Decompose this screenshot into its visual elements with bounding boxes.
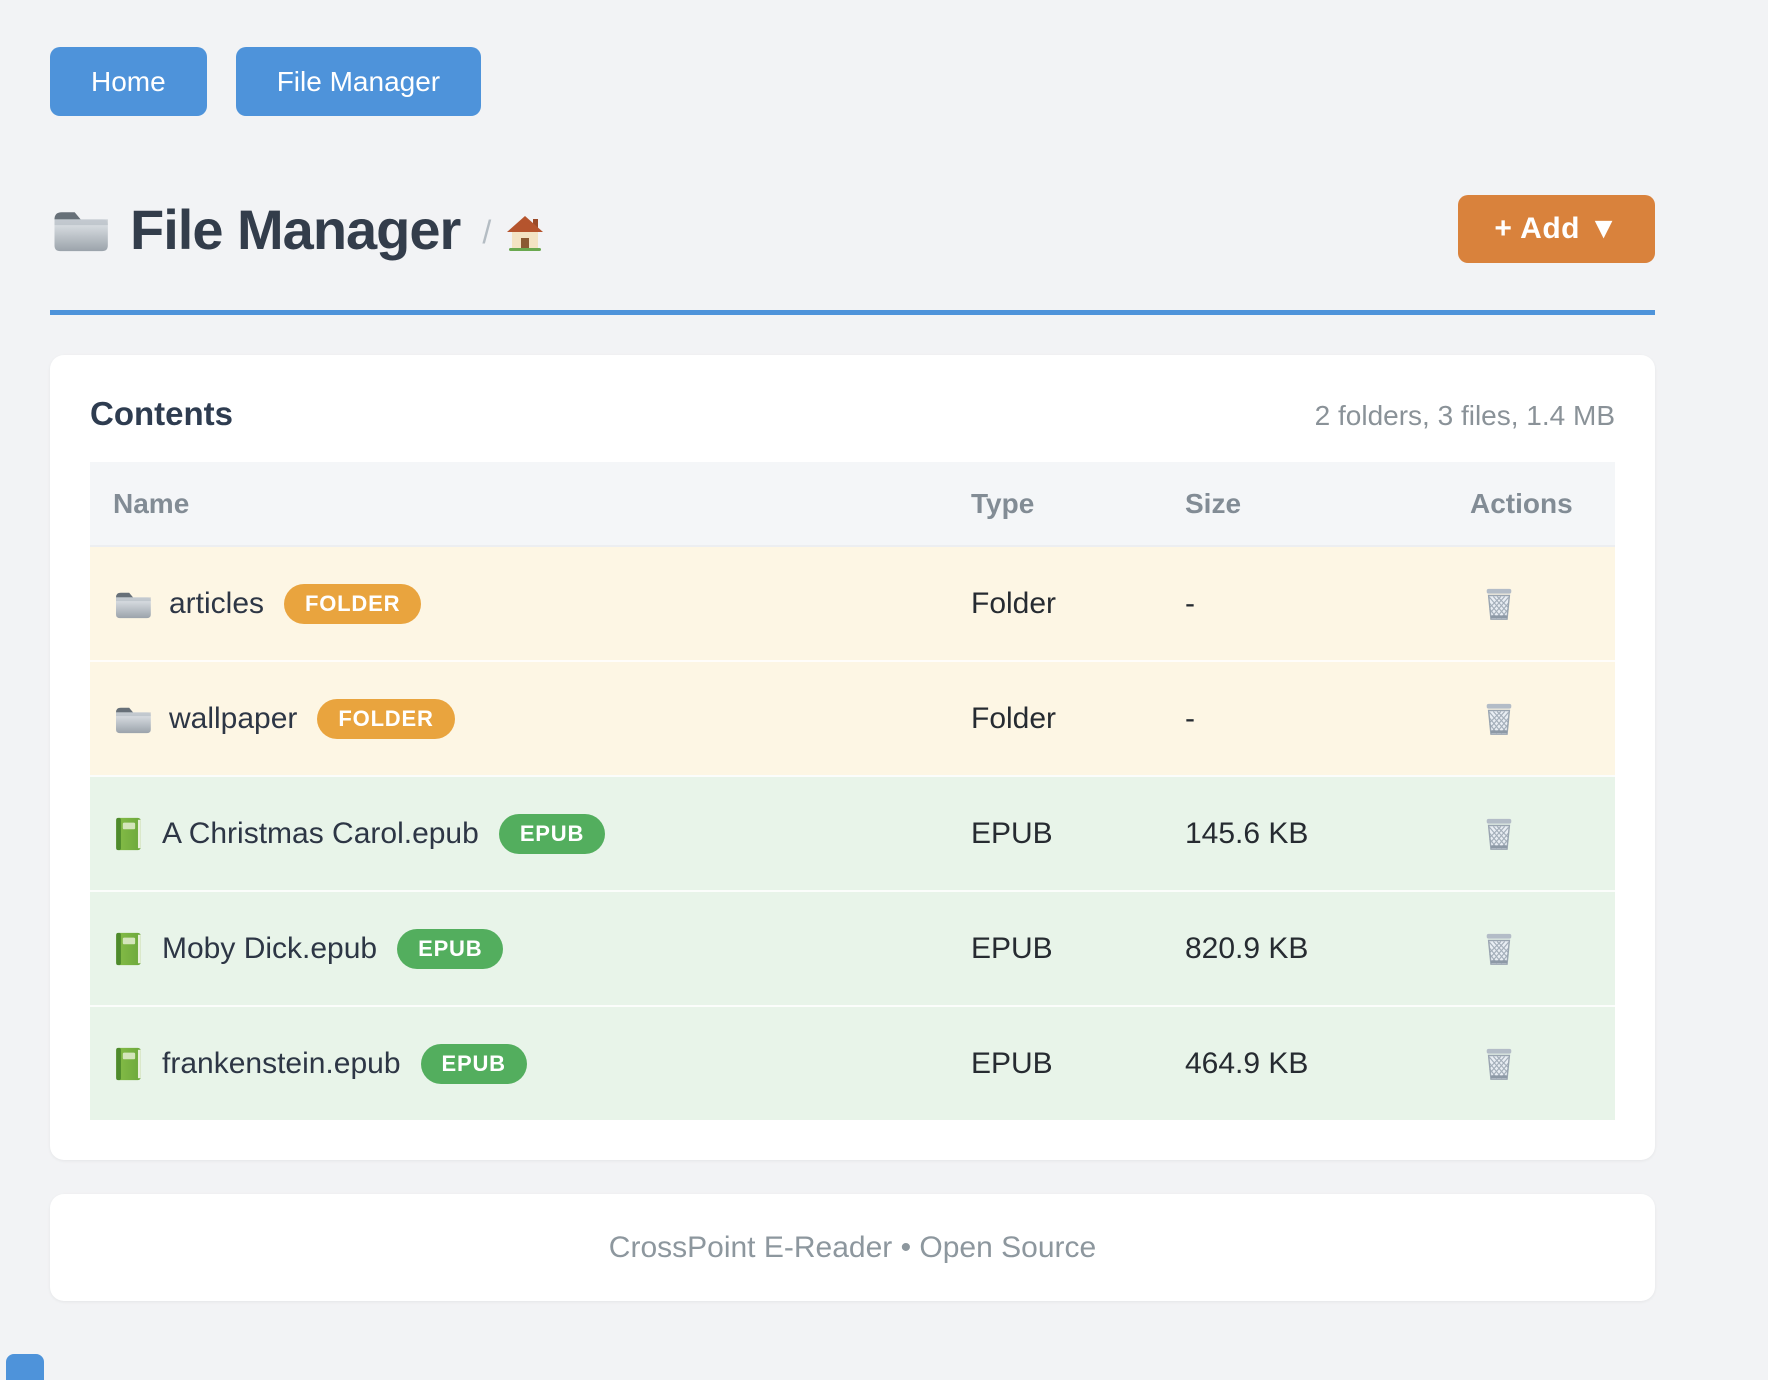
add-button[interactable]: + Add ▼ [1458, 195, 1655, 263]
trash-icon [1482, 930, 1516, 968]
row-type-badge: EPUB [397, 928, 504, 969]
table-header-row: Name Type Size Actions [90, 462, 1615, 547]
footer-card: CrossPoint E-Reader • Open Source [50, 1194, 1655, 1301]
table-row[interactable]: Moby Dick.epub EPUB EPUB 820.9 KB [90, 890, 1615, 1005]
row-name-text: Moby Dick.epub [162, 931, 378, 965]
contents-card-header: Contents 2 folders, 3 files, 1.4 MB [90, 395, 1615, 433]
row-actions-cell [1447, 1043, 1615, 1085]
row-size: 145.6 KB [1185, 816, 1309, 850]
book-icon [113, 1046, 144, 1082]
folder-icon [113, 588, 151, 620]
row-type: Folder [971, 701, 1057, 735]
column-header-actions: Actions [1470, 487, 1573, 519]
row-size: 464.9 KB [1185, 1046, 1309, 1080]
table-body: articles FOLDER Folder - wallpaper FOLDE… [90, 547, 1615, 1120]
row-size: - [1185, 586, 1195, 620]
trash-icon [1482, 585, 1516, 623]
row-type-badge: EPUB [498, 813, 606, 854]
contents-heading: Contents [90, 395, 233, 432]
partial-offscreen-element[interactable] [6, 1354, 44, 1380]
delete-button[interactable] [1480, 583, 1518, 625]
row-size: - [1185, 701, 1195, 735]
row-type-badge: EPUB [420, 1043, 527, 1084]
row-actions-cell [1447, 813, 1615, 855]
table-row[interactable]: A Christmas Carol.epub EPUB EPUB 145.6 K… [90, 775, 1615, 890]
row-name-cell: Moby Dick.epub EPUB [90, 928, 948, 969]
column-header-size: Size [1185, 487, 1242, 519]
page-header: File Manager / + Add ▼ [50, 195, 1655, 263]
folder-icon [50, 205, 108, 254]
files-table: Name Type Size Actions articles FOLDER F… [90, 462, 1615, 1120]
row-name-cell: articles FOLDER [90, 583, 948, 624]
row-type-badge: FOLDER [284, 583, 422, 624]
row-size: 820.9 KB [1185, 931, 1309, 965]
trash-icon [1482, 1045, 1516, 1083]
table-row[interactable]: frankenstein.epub EPUB EPUB 464.9 KB [90, 1005, 1615, 1120]
row-name-text: articles [169, 586, 265, 620]
column-header-name: Name [113, 487, 190, 519]
delete-button[interactable] [1480, 813, 1518, 855]
row-type: EPUB [971, 1046, 1053, 1080]
delete-button[interactable] [1480, 698, 1518, 740]
row-type: EPUB [971, 816, 1053, 850]
footer-text: CrossPoint E-Reader • Open Source [608, 1230, 1097, 1264]
row-type: Folder [971, 586, 1057, 620]
title-wrap: File Manager / [50, 197, 545, 262]
row-name-text: frankenstein.epub [162, 1046, 401, 1080]
book-icon [113, 931, 144, 967]
contents-card: Contents 2 folders, 3 files, 1.4 MB Name… [50, 355, 1655, 1160]
page: Home File Manager File Manager / + Add ▼… [50, 0, 1655, 1301]
accent-rule [50, 310, 1655, 315]
top-nav: Home File Manager [50, 47, 1655, 116]
nav-file-manager-button[interactable]: File Manager [235, 47, 482, 116]
book-icon [113, 816, 144, 852]
table-row[interactable]: wallpaper FOLDER Folder - [90, 660, 1615, 775]
table-row[interactable]: articles FOLDER Folder - [90, 547, 1615, 660]
trash-icon [1482, 700, 1516, 738]
column-header-type: Type [971, 487, 1035, 519]
row-actions-cell [1447, 583, 1615, 625]
folder-icon [113, 703, 151, 735]
delete-button[interactable] [1480, 928, 1518, 970]
breadcrumb-separator: / [482, 213, 492, 250]
nav-home-button[interactable]: Home [50, 47, 207, 116]
row-type-badge: FOLDER [317, 698, 455, 739]
row-actions-cell [1447, 698, 1615, 740]
row-name-cell: wallpaper FOLDER [90, 698, 948, 739]
trash-icon [1482, 815, 1516, 853]
row-name-cell: A Christmas Carol.epub EPUB [90, 813, 948, 854]
page-title: File Manager [130, 197, 461, 261]
delete-button[interactable] [1480, 1043, 1518, 1085]
contents-summary: 2 folders, 3 files, 1.4 MB [1314, 400, 1615, 431]
row-actions-cell [1447, 928, 1615, 970]
row-name-text: wallpaper [169, 701, 298, 735]
row-type: EPUB [971, 931, 1053, 965]
row-name-text: A Christmas Carol.epub [162, 816, 479, 850]
row-name-cell: frankenstein.epub EPUB [90, 1043, 948, 1084]
home-icon[interactable] [505, 215, 545, 251]
